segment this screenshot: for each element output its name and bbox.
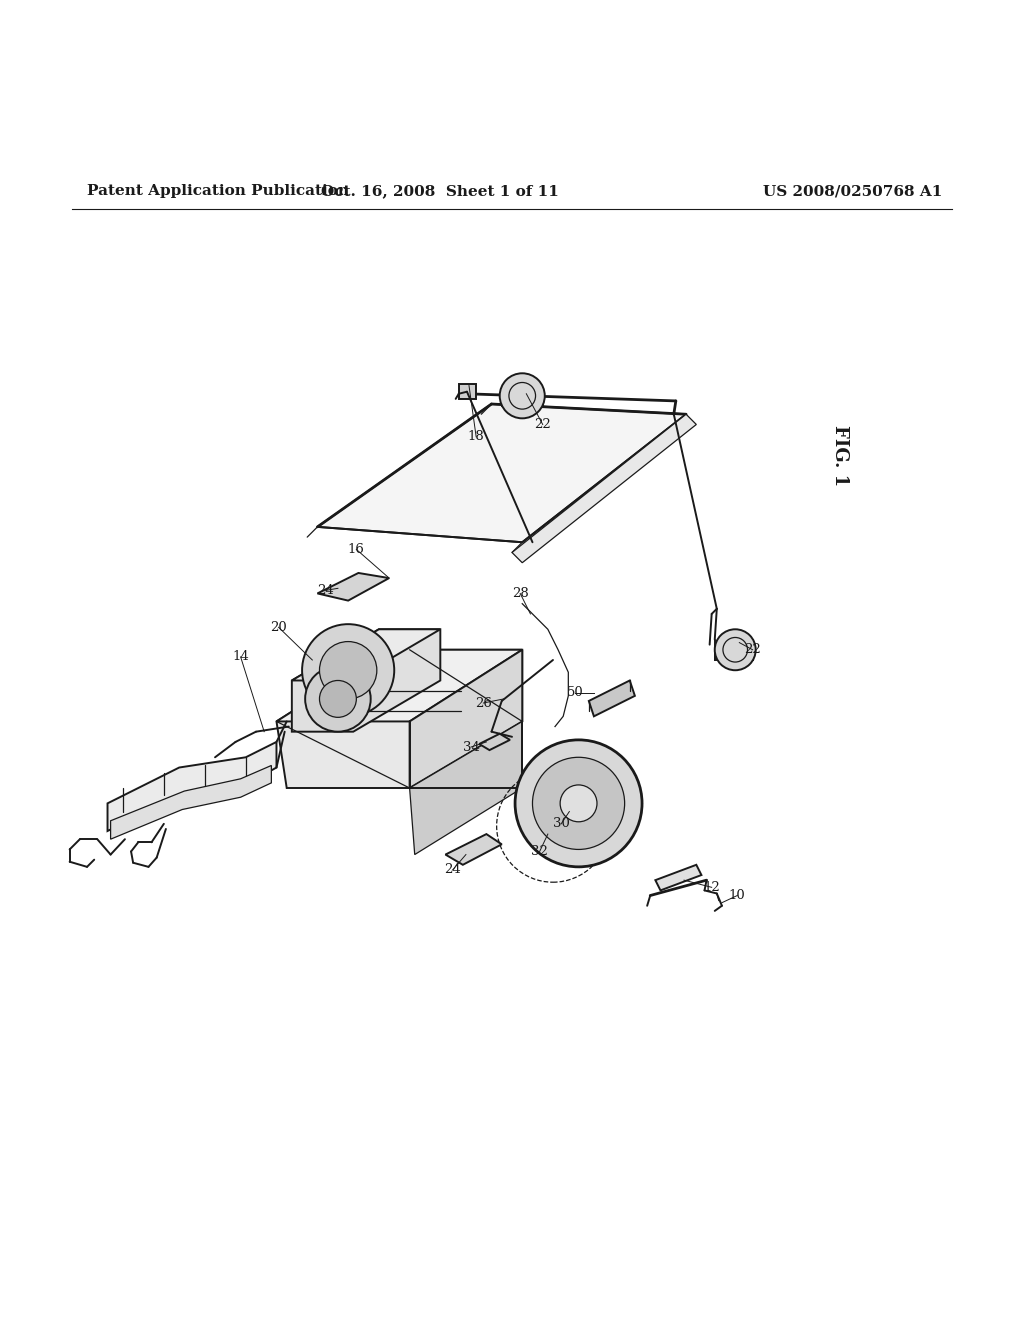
Circle shape xyxy=(319,681,356,717)
Text: 22: 22 xyxy=(744,643,761,656)
Circle shape xyxy=(532,758,625,850)
Text: 50: 50 xyxy=(567,686,584,700)
Polygon shape xyxy=(276,649,522,788)
Text: 20: 20 xyxy=(270,620,287,634)
Polygon shape xyxy=(276,649,522,722)
Text: US 2008/0250768 A1: US 2008/0250768 A1 xyxy=(763,183,942,198)
Circle shape xyxy=(302,624,394,717)
Text: 16: 16 xyxy=(348,543,365,556)
Polygon shape xyxy=(589,681,635,717)
Text: Oct. 16, 2008  Sheet 1 of 11: Oct. 16, 2008 Sheet 1 of 11 xyxy=(322,183,559,198)
Text: 34: 34 xyxy=(463,741,479,754)
Polygon shape xyxy=(292,630,440,731)
Polygon shape xyxy=(655,865,701,891)
Text: Patent Application Publication: Patent Application Publication xyxy=(87,183,349,198)
Polygon shape xyxy=(317,573,389,601)
Text: 22: 22 xyxy=(535,418,551,430)
Polygon shape xyxy=(410,722,522,854)
Text: 28: 28 xyxy=(512,587,528,599)
Circle shape xyxy=(515,741,642,867)
Polygon shape xyxy=(502,397,543,407)
Text: 26: 26 xyxy=(475,697,492,710)
Polygon shape xyxy=(108,742,276,832)
Text: FIG. 1: FIG. 1 xyxy=(830,425,849,486)
Polygon shape xyxy=(512,414,696,562)
Circle shape xyxy=(715,630,756,671)
Text: 30: 30 xyxy=(553,817,569,830)
Text: 24: 24 xyxy=(444,863,461,876)
Circle shape xyxy=(319,642,377,698)
Polygon shape xyxy=(410,649,522,788)
Polygon shape xyxy=(459,384,476,399)
Text: 10: 10 xyxy=(729,890,745,902)
Circle shape xyxy=(560,785,597,822)
Polygon shape xyxy=(479,734,510,750)
Text: 12: 12 xyxy=(703,880,720,894)
Circle shape xyxy=(500,374,545,418)
Polygon shape xyxy=(111,766,271,840)
Text: 24: 24 xyxy=(317,583,334,597)
Text: 18: 18 xyxy=(468,430,484,444)
Polygon shape xyxy=(317,404,686,543)
Polygon shape xyxy=(445,834,502,865)
Circle shape xyxy=(305,667,371,731)
Polygon shape xyxy=(292,630,440,681)
Text: 32: 32 xyxy=(531,845,548,858)
Polygon shape xyxy=(715,649,753,660)
Text: 14: 14 xyxy=(232,651,249,664)
